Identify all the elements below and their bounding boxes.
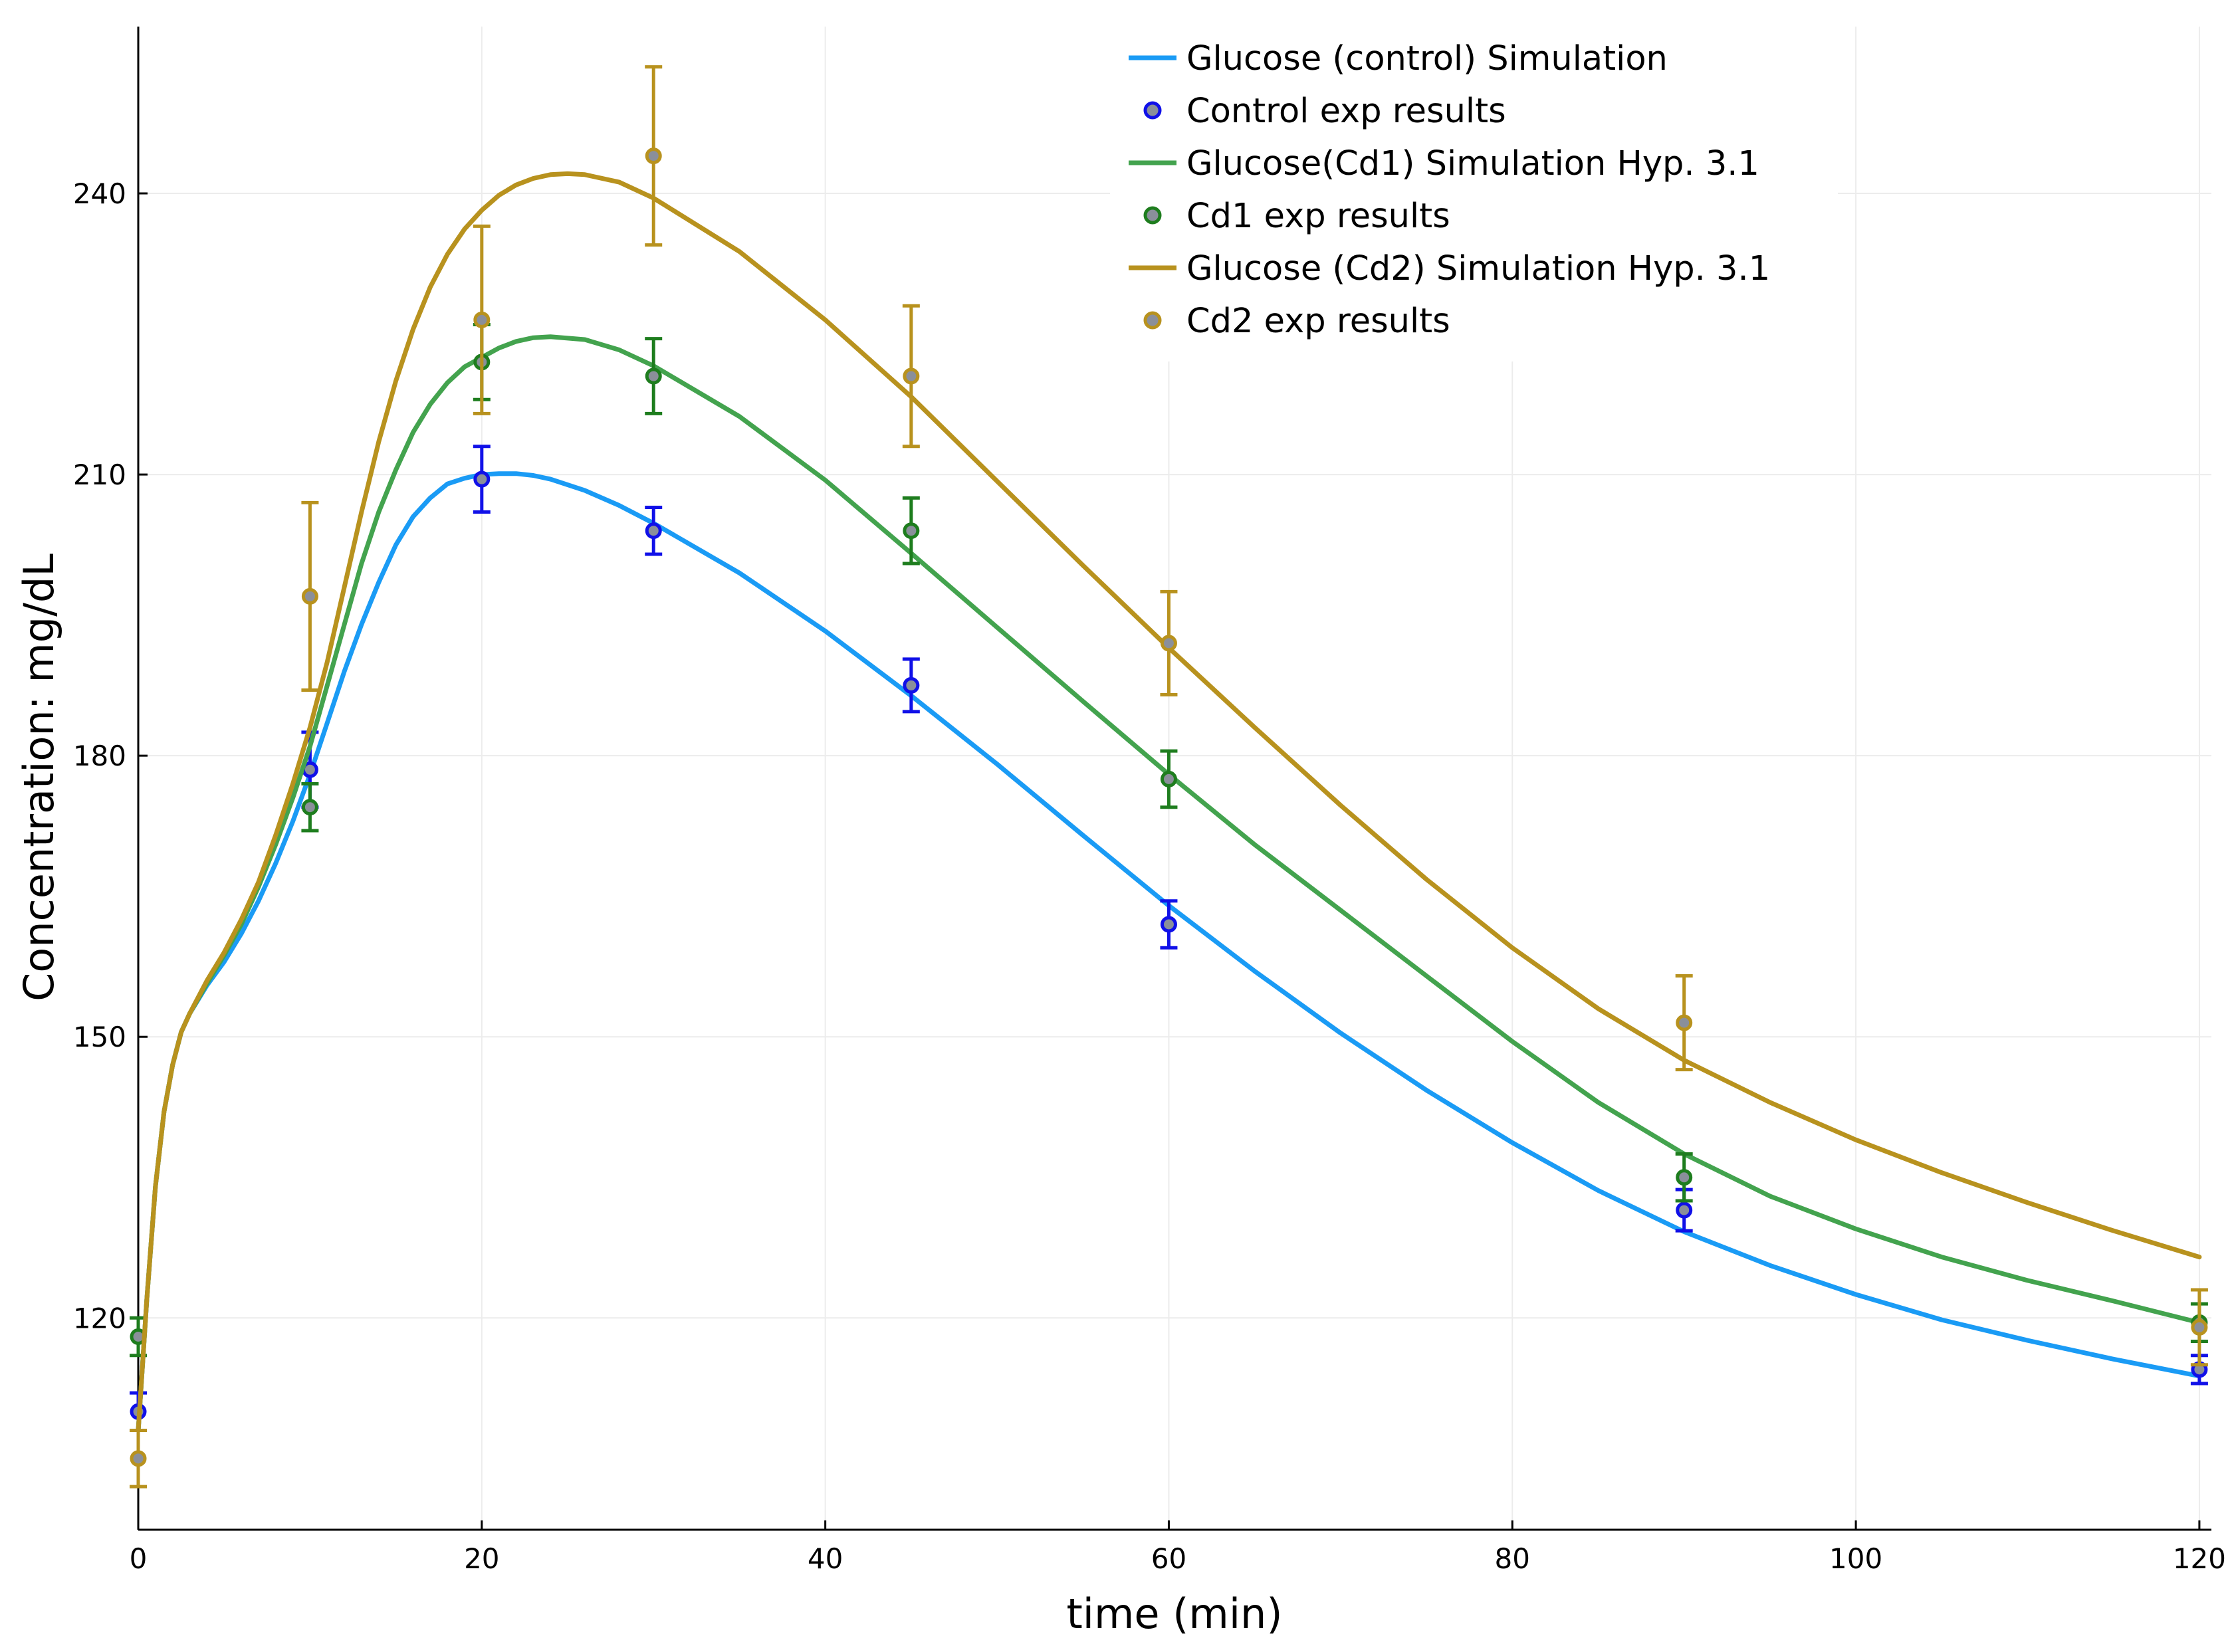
series-5-point bbox=[473, 224, 491, 415]
y-tick-label: 180 bbox=[73, 740, 126, 772]
series-0-line bbox=[136, 471, 2202, 1433]
data-marker bbox=[903, 367, 920, 385]
series-3-point bbox=[1160, 749, 1178, 809]
legend-label: Cd1 exp results bbox=[1186, 197, 1450, 236]
y-tick-label: 120 bbox=[73, 1302, 126, 1334]
series-5-point bbox=[1160, 589, 1178, 696]
legend-entry: Cd1 exp results bbox=[1143, 197, 1450, 236]
legend-swatch-marker bbox=[1143, 206, 1162, 225]
data-marker bbox=[645, 522, 662, 540]
legend-entry: Glucose (control) Simulation bbox=[1129, 39, 1668, 78]
data-marker bbox=[645, 148, 662, 165]
data-marker bbox=[1160, 635, 1177, 652]
series-5-point bbox=[1675, 974, 1693, 1072]
legend-label: Glucose(Cd1) Simulation Hyp. 3.1 bbox=[1186, 144, 1759, 183]
data-marker bbox=[1676, 1201, 1693, 1219]
data-marker bbox=[903, 522, 920, 540]
legend-box bbox=[1110, 27, 1838, 361]
x-tick-label: 100 bbox=[1829, 1542, 1882, 1575]
x-tick-label: 120 bbox=[2173, 1542, 2226, 1575]
series-1-point bbox=[902, 657, 920, 714]
data-marker bbox=[1160, 770, 1177, 787]
legend-label: Glucose (control) Simulation bbox=[1186, 39, 1668, 78]
series-5-point bbox=[301, 500, 319, 692]
data-marker bbox=[473, 470, 491, 488]
series-1-point bbox=[1160, 899, 1178, 950]
data-marker bbox=[2191, 1318, 2208, 1336]
legend-swatch-marker bbox=[1143, 101, 1162, 120]
data-marker bbox=[1160, 916, 1177, 933]
x-tick-label: 40 bbox=[808, 1542, 843, 1575]
series-5-point bbox=[645, 65, 663, 247]
data-marker bbox=[130, 1450, 147, 1467]
legend-entry: Glucose(Cd1) Simulation Hyp. 3.1 bbox=[1129, 144, 1759, 183]
series-3-point bbox=[645, 337, 663, 415]
series-5-point bbox=[2190, 1288, 2208, 1367]
data-marker bbox=[903, 676, 920, 694]
y-tick-label: 240 bbox=[73, 177, 126, 210]
y-tick-label: 210 bbox=[73, 459, 126, 491]
series-layer bbox=[130, 65, 2208, 1489]
legend-entry: Glucose (Cd2) Simulation Hyp. 3.1 bbox=[1129, 249, 1770, 288]
y-axis-title: Concentration: mg/dL bbox=[15, 554, 63, 1001]
legend-entry: Cd2 exp results bbox=[1143, 302, 1450, 341]
legend: Glucose (control) Simulation Control exp … bbox=[1110, 27, 1838, 361]
series-3-point bbox=[1675, 1152, 1693, 1203]
legend-label: Glucose (Cd2) Simulation Hyp. 3.1 bbox=[1186, 249, 1770, 288]
legend-swatch-marker bbox=[1143, 311, 1162, 330]
x-tick-label: 20 bbox=[464, 1542, 499, 1575]
series-5-point bbox=[130, 1429, 147, 1489]
series-5-point bbox=[902, 304, 920, 449]
series-1-point bbox=[645, 505, 663, 556]
data-marker bbox=[645, 367, 662, 385]
x-tick-label: 0 bbox=[130, 1542, 148, 1575]
x-tick-label: 80 bbox=[1495, 1542, 1530, 1575]
x-axis-title: time (min) bbox=[1066, 1590, 1282, 1638]
series-3-point bbox=[301, 781, 319, 833]
series-1-point bbox=[473, 445, 491, 514]
data-marker bbox=[1676, 1014, 1693, 1031]
axes-layer: 0 20 40 60 80 100 120 120 150 180 210 240 bbox=[73, 27, 2226, 1575]
data-marker bbox=[301, 799, 318, 816]
data-marker bbox=[301, 587, 318, 605]
series-3-point bbox=[902, 496, 920, 566]
legend-entry: Control exp results bbox=[1143, 92, 1506, 131]
data-marker bbox=[1676, 1169, 1693, 1186]
legend-label: Cd2 exp results bbox=[1186, 302, 1450, 341]
series-4-line bbox=[136, 171, 2202, 1433]
y-tick-label: 150 bbox=[73, 1021, 126, 1053]
legend-label: Control exp results bbox=[1186, 92, 1506, 131]
x-tick-label: 60 bbox=[1151, 1542, 1186, 1575]
data-marker bbox=[473, 311, 491, 328]
